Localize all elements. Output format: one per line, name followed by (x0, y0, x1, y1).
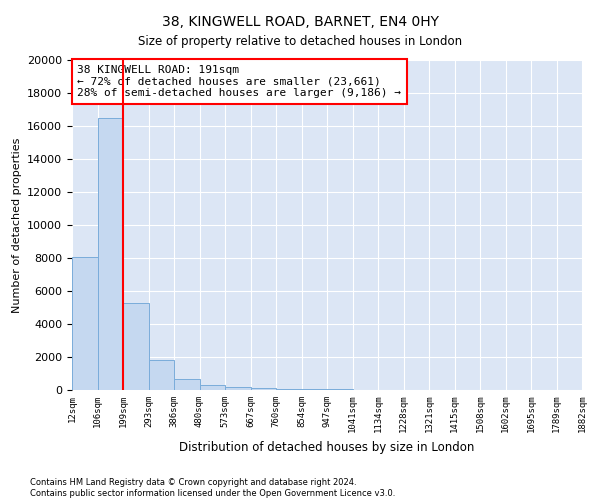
Bar (251, 388, 276, 390)
Y-axis label: Number of detached properties: Number of detached properties (11, 138, 22, 312)
Text: Contains HM Land Registry data © Crown copyright and database right 2024.
Contai: Contains HM Land Registry data © Crown c… (30, 478, 395, 498)
Bar (97, 118, 123, 390)
Text: 38 KINGWELL ROAD: 191sqm
← 72% of detached houses are smaller (23,661)
28% of se: 38 KINGWELL ROAD: 191sqm ← 72% of detach… (77, 65, 401, 98)
Text: 38, KINGWELL ROAD, BARNET, EN4 0HY: 38, KINGWELL ROAD, BARNET, EN4 0HY (161, 15, 439, 29)
Bar (149, 360, 174, 390)
Text: Size of property relative to detached houses in London: Size of property relative to detached ho… (138, 35, 462, 48)
Bar (174, 380, 199, 390)
Bar (123, 302, 149, 390)
Bar (276, 388, 302, 390)
X-axis label: Distribution of detached houses by size in London: Distribution of detached houses by size … (179, 441, 475, 454)
Bar (199, 384, 225, 390)
Bar (72, 257, 97, 390)
Bar (302, 389, 327, 390)
Bar (225, 386, 251, 390)
